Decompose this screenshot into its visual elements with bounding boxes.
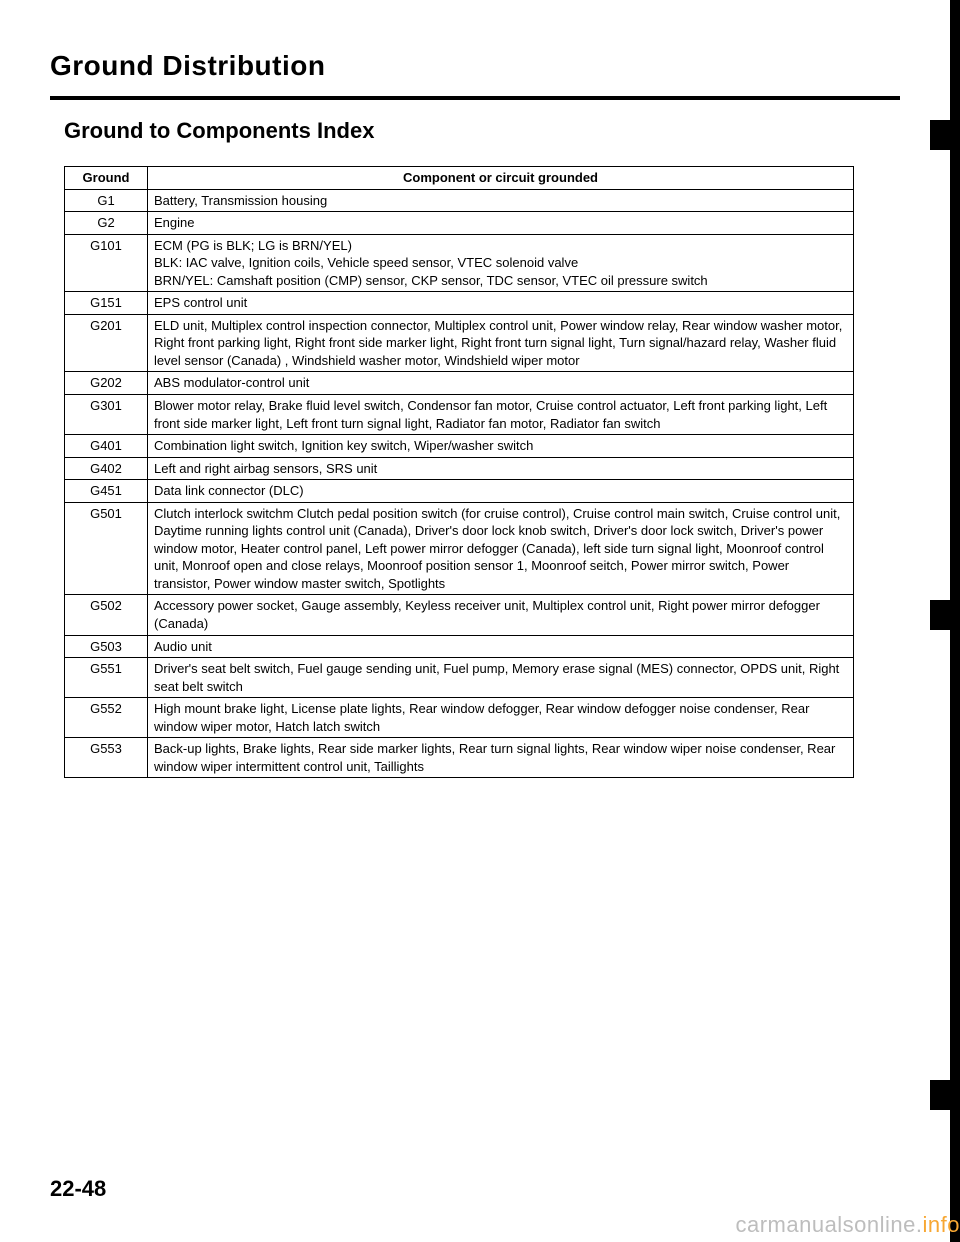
page-title: Ground Distribution	[50, 50, 900, 82]
ground-cell: G201	[65, 314, 148, 372]
table-header-row: Ground Component or circuit grounded	[65, 167, 854, 190]
table-row: G202ABS modulator-control unit	[65, 372, 854, 395]
table-row: G552High mount brake light, License plat…	[65, 698, 854, 738]
table-row: G151EPS control unit	[65, 292, 854, 315]
table-row: G2Engine	[65, 212, 854, 235]
component-cell: Audio unit	[148, 635, 854, 658]
component-cell: Left and right airbag sensors, SRS unit	[148, 457, 854, 480]
manual-page: Ground Distribution Ground to Components…	[0, 0, 960, 1242]
ground-components-table: Ground Component or circuit grounded G1B…	[64, 166, 854, 778]
table-row: G402Left and right airbag sensors, SRS u…	[65, 457, 854, 480]
ground-cell: G2	[65, 212, 148, 235]
component-cell: High mount brake light, License plate li…	[148, 698, 854, 738]
edge-tab-mark	[930, 1080, 960, 1110]
edge-tab-mark	[930, 120, 960, 150]
ground-cell: G503	[65, 635, 148, 658]
ground-cell: G202	[65, 372, 148, 395]
component-cell: Blower motor relay, Brake fluid level sw…	[148, 395, 854, 435]
col-header-ground: Ground	[65, 167, 148, 190]
component-cell: Engine	[148, 212, 854, 235]
ground-cell: G501	[65, 502, 148, 595]
ground-cell: G551	[65, 658, 148, 698]
component-cell: ELD unit, Multiplex control inspection c…	[148, 314, 854, 372]
component-cell: ECM (PG is BLK; LG is BRN/YEL) BLK: IAC …	[148, 234, 854, 292]
component-cell: ABS modulator-control unit	[148, 372, 854, 395]
ground-cell: G1	[65, 189, 148, 212]
ground-cell: G401	[65, 435, 148, 458]
table-row: G551Driver's seat belt switch, Fuel gaug…	[65, 658, 854, 698]
table-row: G451Data link connector (DLC)	[65, 480, 854, 503]
component-cell: Driver's seat belt switch, Fuel gauge se…	[148, 658, 854, 698]
component-cell: Combination light switch, Ignition key s…	[148, 435, 854, 458]
section-subtitle: Ground to Components Index	[64, 118, 900, 144]
col-header-component: Component or circuit grounded	[148, 167, 854, 190]
page-number: 22-48	[50, 1176, 106, 1202]
ground-cell: G151	[65, 292, 148, 315]
ground-cell: G301	[65, 395, 148, 435]
component-cell: Accessory power socket, Gauge assembly, …	[148, 595, 854, 635]
ground-cell: G101	[65, 234, 148, 292]
table-row: G553Back-up lights, Brake lights, Rear s…	[65, 738, 854, 778]
watermark-suffix: info	[923, 1212, 960, 1237]
component-cell: Back-up lights, Brake lights, Rear side …	[148, 738, 854, 778]
table-row: G301Blower motor relay, Brake fluid leve…	[65, 395, 854, 435]
table-row: G401Combination light switch, Ignition k…	[65, 435, 854, 458]
title-rule	[50, 96, 900, 100]
ground-cell: G402	[65, 457, 148, 480]
ground-cell: G502	[65, 595, 148, 635]
edge-tab-mark	[930, 600, 960, 630]
table-row: G501Clutch interlock switchm Clutch peda…	[65, 502, 854, 595]
ground-cell: G451	[65, 480, 148, 503]
table-row: G101ECM (PG is BLK; LG is BRN/YEL) BLK: …	[65, 234, 854, 292]
watermark: carmanualsonline.info	[735, 1212, 960, 1238]
component-cell: Data link connector (DLC)	[148, 480, 854, 503]
table-row: G502Accessory power socket, Gauge assemb…	[65, 595, 854, 635]
component-cell: Battery, Transmission housing	[148, 189, 854, 212]
component-cell: EPS control unit	[148, 292, 854, 315]
table-row: G201ELD unit, Multiplex control inspecti…	[65, 314, 854, 372]
watermark-prefix: carmanualsonline.	[735, 1212, 922, 1237]
table-row: G503Audio unit	[65, 635, 854, 658]
ground-cell: G553	[65, 738, 148, 778]
ground-cell: G552	[65, 698, 148, 738]
table-row: G1Battery, Transmission housing	[65, 189, 854, 212]
component-cell: Clutch interlock switchm Clutch pedal po…	[148, 502, 854, 595]
